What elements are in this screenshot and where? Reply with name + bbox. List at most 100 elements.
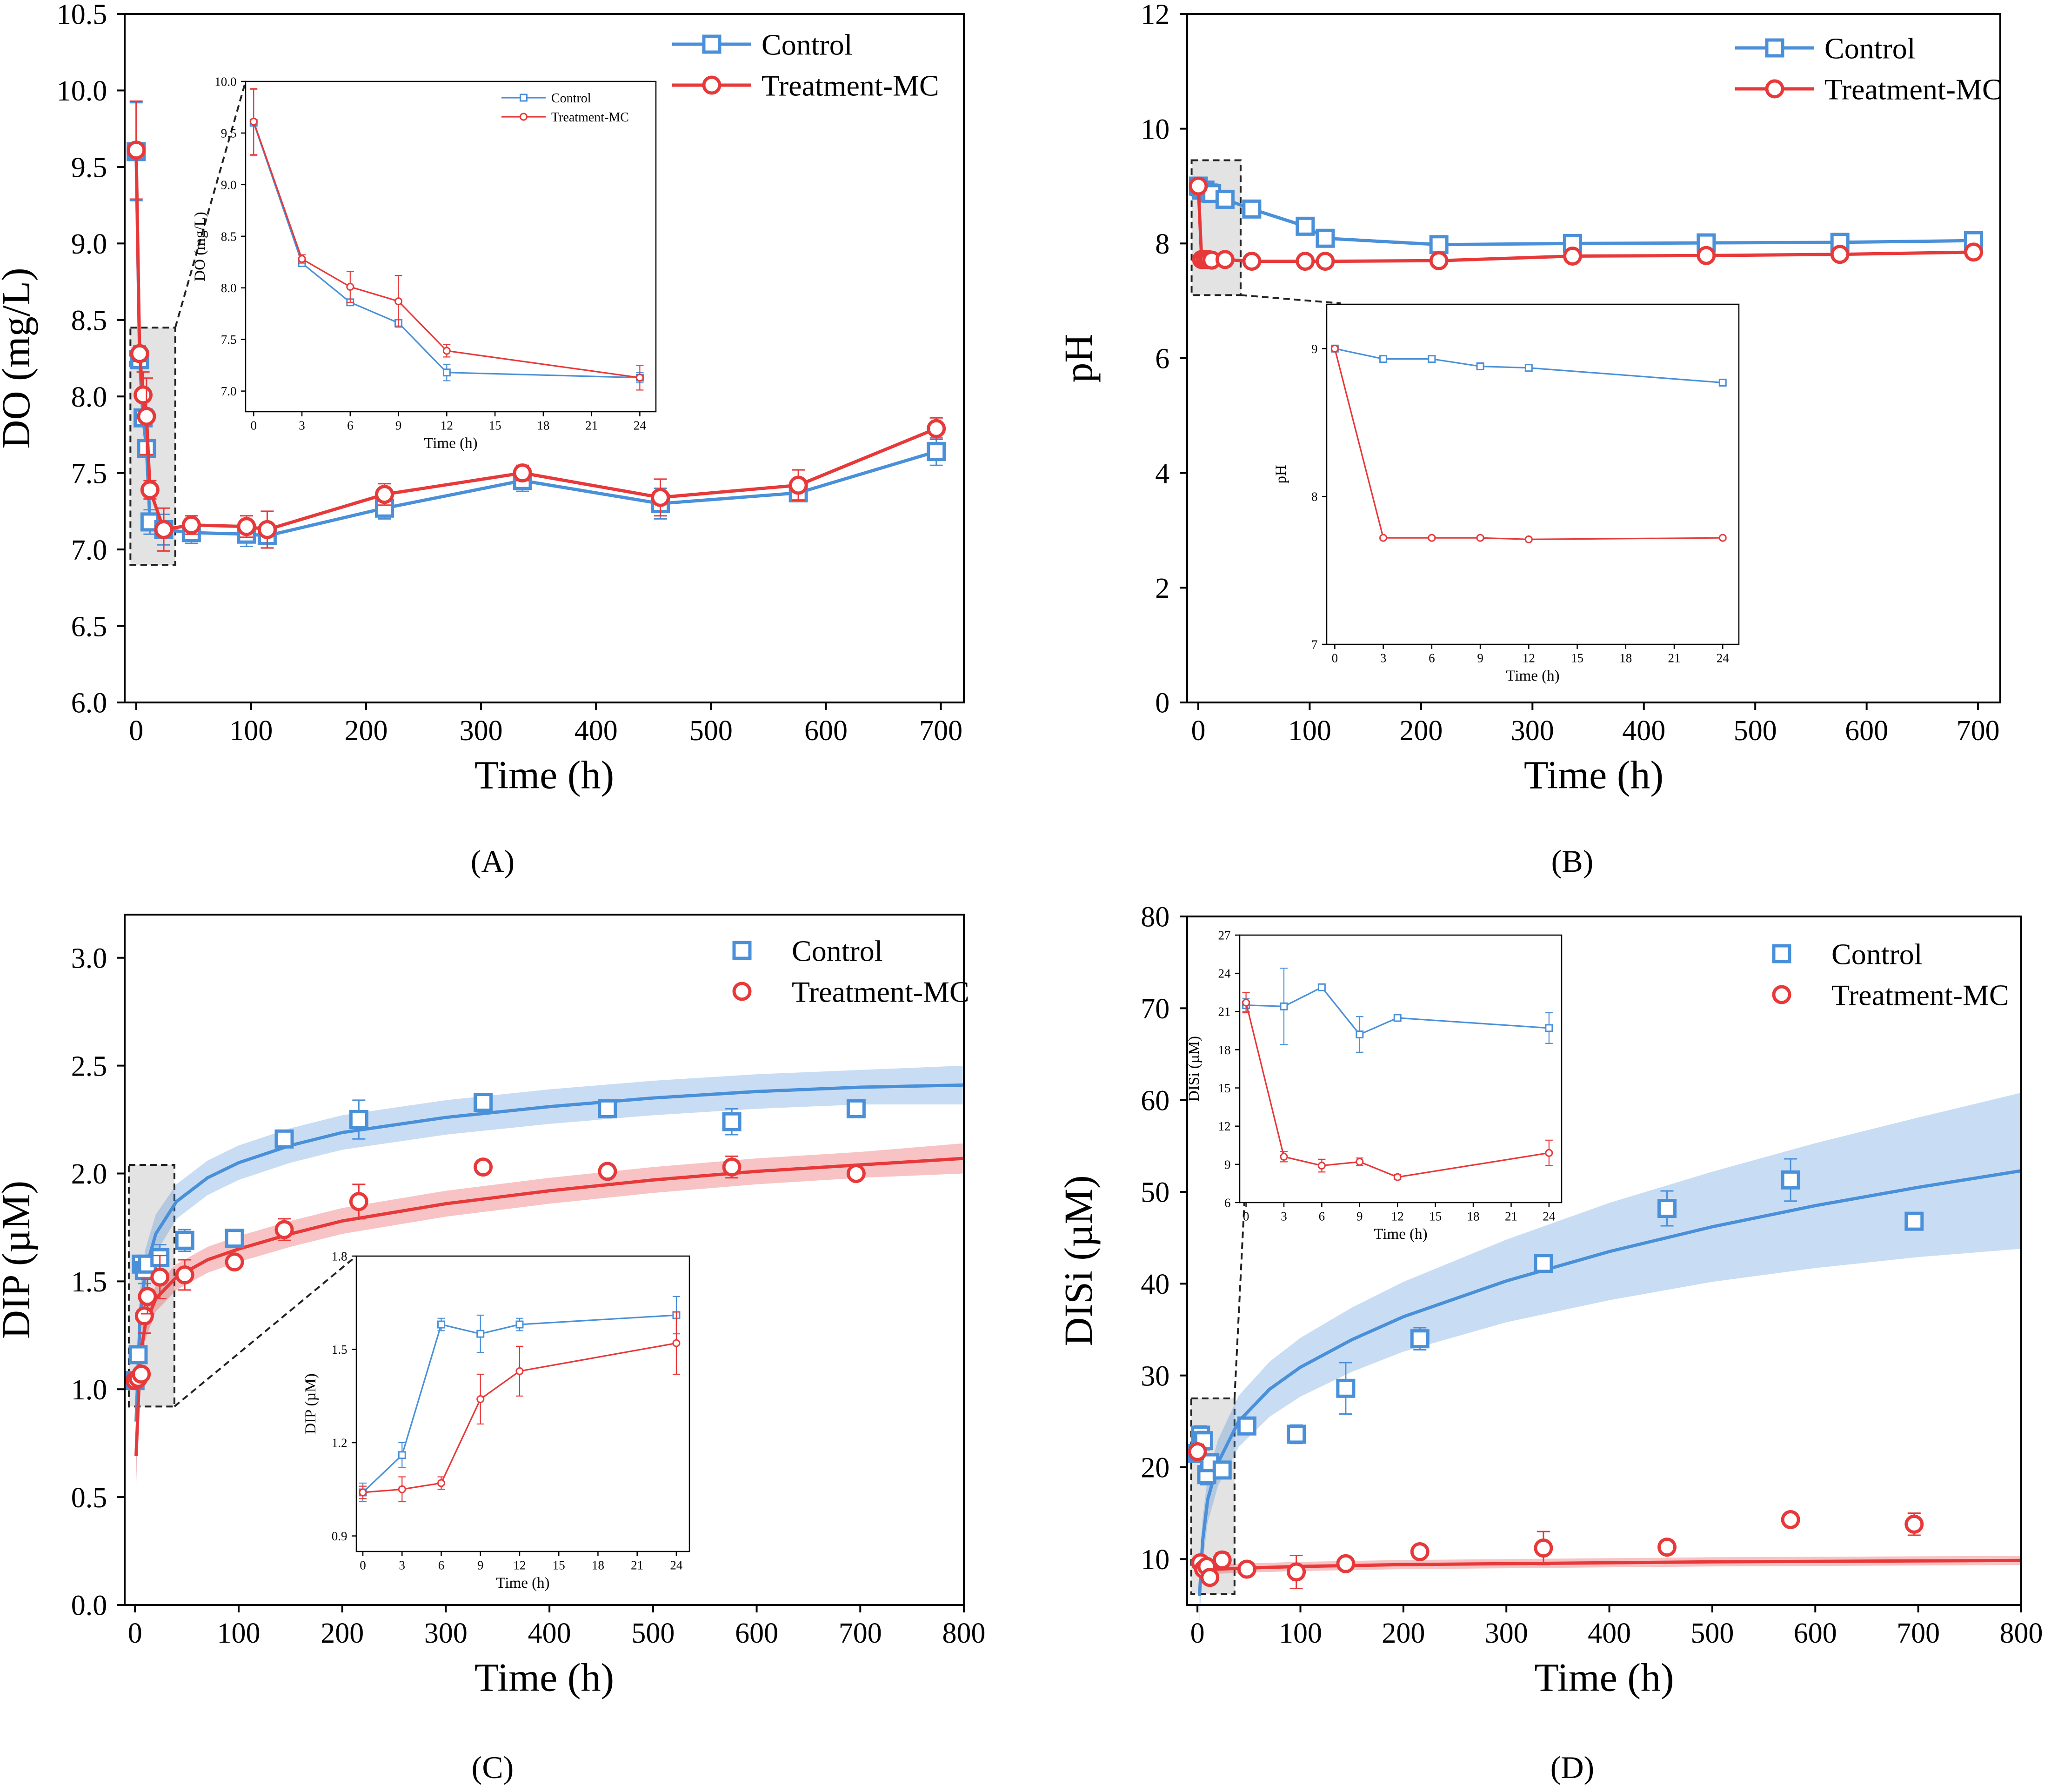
panel-b-inset-treatment-series-line (1334, 348, 1723, 540)
panel-d-inset-treatment-data-point (1356, 1157, 1364, 1166)
panel-d-y-tick-label: 20 (1141, 1452, 1169, 1484)
panel-a-inset-treatment-data-point (249, 118, 258, 126)
panel-c-inset-control-data-point (398, 1451, 406, 1459)
panel-c-x-tick-label: 400 (528, 1618, 571, 1649)
panel-c-inset-background (356, 1256, 689, 1551)
panel-a-y-tick-label: 8.5 (71, 305, 107, 336)
panel-c-treatment-data-point (138, 1287, 157, 1306)
panel-c-inset-control-data-point (437, 1320, 446, 1329)
panel-c-treatment-confidence-band (136, 1143, 964, 1489)
panel-c-treatment-data-point (225, 1252, 244, 1272)
panel-a-treatment-data-point (788, 475, 808, 495)
panel-a-treatment-data-point (140, 480, 160, 500)
panel-d-treatment-data-point (1287, 1562, 1306, 1582)
panel-a-inset-x-tick-label: 3 (299, 418, 305, 432)
panel-d-control-data-point (1212, 1460, 1232, 1480)
panel-d-inset-x-tick-label: 18 (1467, 1209, 1480, 1223)
panel-a-inset-y-tick-label: 10.0 (214, 74, 236, 88)
panel-b-x-tick-label: 700 (1957, 715, 2000, 747)
panel-d-inset-y-tick-label: 18 (1218, 1043, 1231, 1057)
panel-d-inset-treatment-data-point (1317, 1162, 1326, 1170)
panel-b-x-tick-label: 0 (1191, 715, 1205, 747)
panel-d-treatment-data-point (1410, 1542, 1430, 1562)
panel-a-treatment-legend-label: Treatment-MC (762, 69, 939, 102)
panel-a-inset-background (246, 81, 656, 412)
panel-c-x-tick-label: 100 (217, 1618, 260, 1649)
panel-d-control-legend-marker (1772, 944, 1791, 963)
panel-d-y-tick-label: 70 (1141, 993, 1169, 1025)
panel-d-inset-treatment-data-point (1393, 1173, 1402, 1181)
panel-c-treatment-data-point (132, 1364, 151, 1384)
panel-b-treatment-data-point (1189, 176, 1208, 196)
panel-d-inset-background (1240, 935, 1562, 1203)
panel-b-treatment-data-point (1296, 252, 1315, 271)
panel-d-zoom-connector (1233, 1202, 1245, 1399)
panel-a-inset-treatment-data-point (394, 297, 403, 306)
panel-a-x-tick-label: 600 (804, 715, 848, 747)
panel-a-x-tick-label: 200 (344, 715, 387, 747)
panel-c-chart: 0 100 200 300 400 500 600 700 800 0.0 0.5 1.0 1.5 2.0… (0, 914, 986, 1785)
panel-c-y-tick-label: 2.5 (71, 1050, 107, 1082)
panel-a-control-legend-marker (702, 34, 722, 54)
panel-d-inset-treatment-data-point (1545, 1149, 1553, 1157)
panel-d-x-tick-label: 800 (2000, 1618, 2043, 1649)
panel-b-y-tick-label: 0 (1155, 688, 1169, 719)
panel-a-inset-treatment-legend-label: Treatment-MC (551, 110, 629, 125)
panel-c-treatment-data-point (274, 1220, 294, 1239)
panel-b-inset-x-tick-label: 24 (1717, 651, 1730, 665)
panel-a-inset-y-tick-label: 9.5 (221, 126, 237, 140)
panel-c-inset-treatment-data-point (437, 1479, 446, 1487)
panel-b-inset-treatment-data-point (1330, 344, 1339, 353)
panel-a-inset-control-data-point (442, 368, 451, 377)
panel-b-inset-treatment-data-point (1718, 534, 1727, 542)
panel-c-y-tick-label: 1.5 (71, 1266, 107, 1298)
panel-b-inset-x-tick-label: 15 (1571, 651, 1583, 665)
panel-b-inset-x-tick-label: 21 (1668, 651, 1681, 665)
panel-d-inset-x-tick-label: 0 (1243, 1209, 1249, 1223)
panel-a-x-tick-label: 500 (689, 715, 733, 747)
panel-b-y-tick-label: 10 (1141, 114, 1169, 145)
panel-d-y-tick-label: 80 (1141, 902, 1169, 933)
panel-b-inset-treatment-data-point (1428, 534, 1436, 542)
panel-a-treatment-data-point (257, 520, 277, 539)
panel-a-inset-y-tick-label: 7.0 (221, 384, 237, 398)
panel-d-treatment-data-point (1781, 1510, 1800, 1529)
panel-a-treatment-data-point (127, 140, 146, 160)
panel-d-inset-y-tick-label: 12 (1218, 1119, 1231, 1133)
panel-a-inset-y-axis-label: DO (mg/L) (192, 212, 208, 281)
panel-d-inset-control-data-point (1393, 1014, 1402, 1022)
panel-c-inset-x-tick-label: 18 (592, 1558, 604, 1572)
panel-b-inset-x-tick-label: 12 (1523, 651, 1535, 665)
panel-b-inset-x-tick-label: 6 (1429, 651, 1435, 665)
panel-a-control-data-point (927, 442, 946, 461)
panel-b-inset-x-tick-label: 18 (1619, 651, 1632, 665)
panel-a-inset-treatment-series-line (253, 121, 640, 379)
panel-c-inset-treatment-data-point (515, 1367, 524, 1375)
panel-d-treatment-data-point (1237, 1559, 1256, 1579)
panel-d-inset-x-tick-label: 15 (1429, 1209, 1442, 1223)
panel-d-inset-control-data-point (1317, 983, 1326, 991)
panel-b-y-tick-label: 8 (1155, 228, 1169, 260)
panel-a-plot-frame (124, 13, 965, 703)
panel-b-y-tick-label: 2 (1155, 573, 1169, 604)
panel-a-x-tick-label: 100 (229, 715, 273, 747)
panel-c-x-tick-label: 0 (128, 1618, 142, 1649)
panel-c-inset-treatment-data-point (398, 1485, 406, 1493)
panel-c-control-data-point (722, 1112, 742, 1131)
panel-b-control-data-point (1316, 228, 1335, 248)
panel-d-y-tick-label: 30 (1141, 1360, 1169, 1392)
panel-d-treatment-data-point (1188, 1442, 1207, 1461)
panel-d-y-tick-label: 40 (1141, 1269, 1169, 1300)
panel-b-control-legend-marker (1765, 38, 1784, 58)
panel-d-y-axis-label: DISi (µM) (1056, 1175, 1101, 1346)
panel-a-treatment-data-point (513, 463, 532, 483)
panel-b-treatment-data-point (1697, 246, 1716, 265)
panel-d-treatment-legend-label: Treatment-MC (1831, 978, 2009, 1011)
panel-b-inset-x-tick-label: 3 (1380, 651, 1387, 665)
panel-a-inset-x-tick-label: 15 (489, 418, 501, 432)
panel-d-inset-control-data-point (1356, 1030, 1364, 1039)
panel-b-control-data-point (1215, 189, 1235, 209)
panel-d-inset-y-axis-label: DISi (µM) (1186, 1036, 1203, 1102)
panel-c-y-tick-label: 1.0 (71, 1374, 107, 1406)
panel-c-y-axis-label: DIP (µM) (0, 1181, 38, 1339)
